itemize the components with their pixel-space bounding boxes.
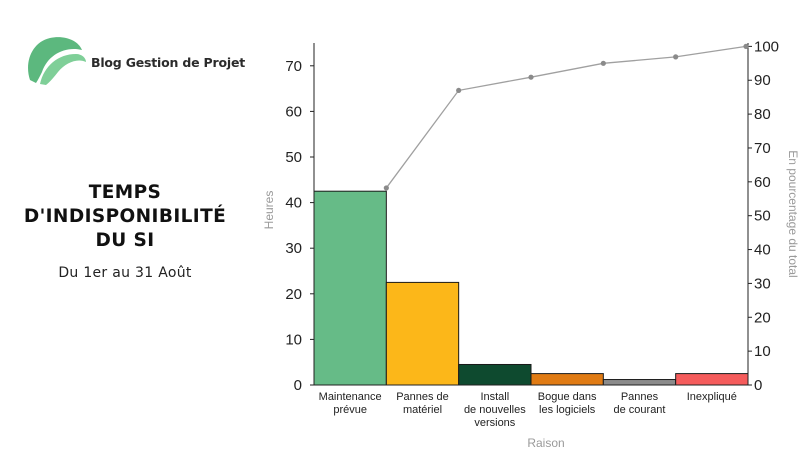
- y2-tick-label: 60: [754, 174, 771, 191]
- cumulative-point: [528, 74, 534, 80]
- page-title-line-1: TEMPS: [88, 182, 162, 203]
- cumulative-point: [383, 185, 389, 191]
- chart-bar: [458, 363, 532, 386]
- cumulative-point: [673, 54, 679, 60]
- y-tick-label: 10: [285, 331, 302, 348]
- y2-tick-label: 0: [754, 377, 762, 394]
- y-tick-label: 30: [285, 240, 302, 257]
- logo-leaf-icon: [28, 37, 86, 85]
- page-title-line-3: DU SI: [95, 230, 155, 251]
- logo: Blog Gestion de Projet: [26, 36, 266, 86]
- cumulative-point: [456, 87, 462, 94]
- chart-bar: [530, 373, 604, 386]
- chart-bar: [313, 190, 387, 386]
- category-label: Bogue dans les logiciels: [538, 391, 597, 416]
- x-axis-title: Raison: [527, 436, 564, 450]
- y2-tick-label: 80: [754, 106, 771, 123]
- y-axis-title: Heures: [262, 191, 276, 230]
- logo-leaf-light: [40, 54, 86, 85]
- y2-tick-label: 70: [754, 140, 771, 157]
- logo-text: Blog Gestion de Projet: [91, 55, 246, 70]
- category-label: Maintenance prévue: [319, 391, 382, 416]
- category-label: Pannes de courant: [614, 391, 666, 416]
- y-tick-label: 70: [285, 58, 302, 75]
- cumulative-point: [600, 60, 606, 66]
- title-block: TEMPS D'INDISPONIBILITÉ DU SI Du 1er au …: [0, 181, 250, 281]
- y-tick-label: 0: [294, 377, 302, 394]
- category-label: Inexpliqué: [687, 391, 737, 403]
- logo-leaf-dark: [28, 37, 82, 83]
- y2-axis-title: En pourcentage du total: [786, 150, 800, 277]
- cumulative-point: [743, 43, 749, 49]
- date-range-subtitle: Du 1er au 31 Août: [58, 265, 192, 281]
- y2-tick-label: 100: [754, 38, 779, 55]
- y2-tick-label: 10: [754, 343, 771, 360]
- y2-tick-label: 50: [754, 208, 771, 225]
- page-title-line-2: D'INDISPONIBILITÉ: [23, 206, 227, 227]
- y-tick-label: 50: [285, 149, 302, 166]
- y-tick-label: 40: [285, 195, 302, 212]
- category-label: Pannes de matériel: [396, 391, 449, 416]
- category-label: Install de nouvelles versions: [464, 391, 526, 429]
- y-tick-label: 20: [285, 286, 302, 303]
- y2-tick-label: 30: [754, 275, 771, 292]
- chart-bar: [385, 281, 460, 386]
- y2-tick-label: 40: [754, 242, 771, 259]
- chart-bar: [602, 379, 677, 386]
- y2-tick-label: 90: [754, 72, 771, 89]
- y2-tick-label: 20: [754, 309, 771, 326]
- chart-bar: [675, 373, 749, 386]
- cumulative-line: [385, 45, 747, 189]
- y-tick-label: 60: [285, 103, 302, 120]
